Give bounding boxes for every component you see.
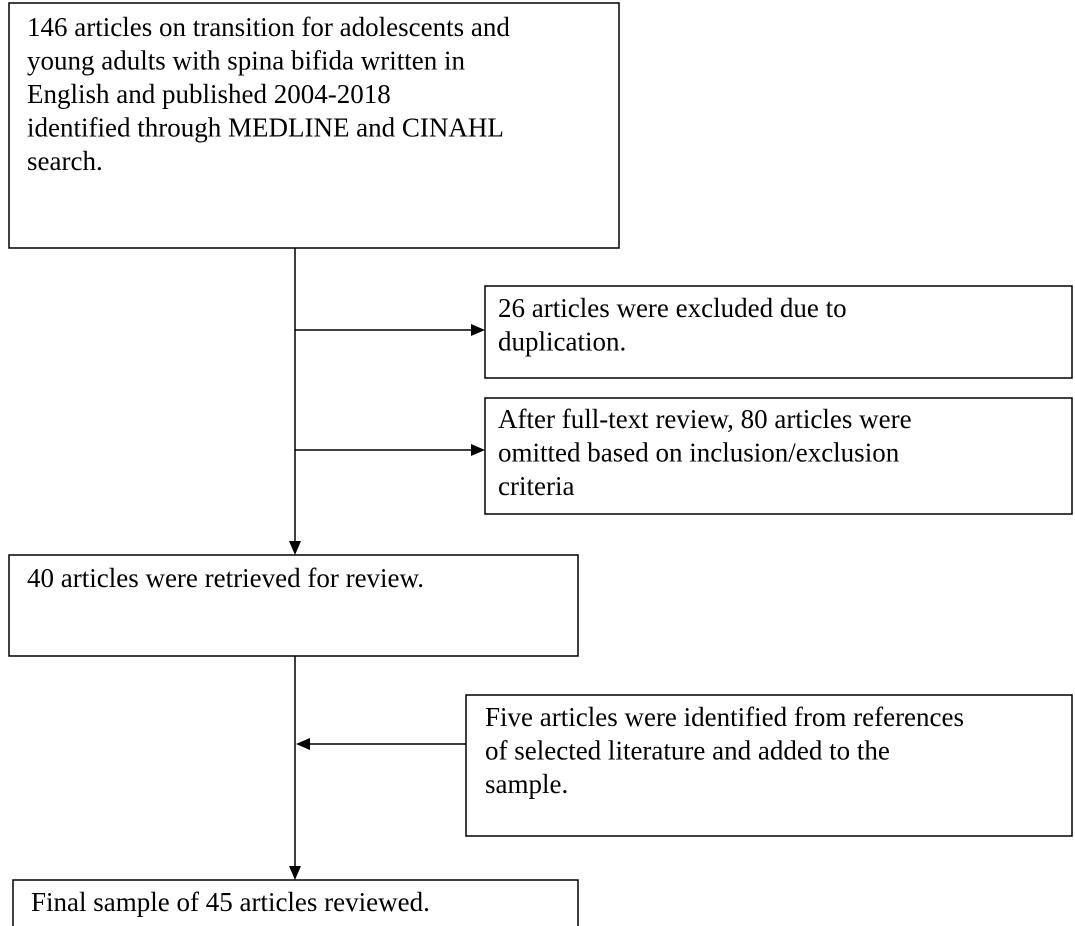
box-text: English and published 2004-2018 [27,79,391,109]
box-text: 40 articles were retrieved for review. [27,563,424,593]
box-text: 146 articles on transition for adolescen… [27,12,510,42]
box [8,554,579,657]
arrow-head [471,444,485,456]
box-text: identified through MEDLINE and CINAHL [27,113,504,143]
box [12,879,579,926]
box [484,285,1073,379]
box [8,2,620,249]
box-text: 26 articles were excluded due to [498,293,847,323]
box [465,694,1073,837]
box-text: duplication. [498,327,626,357]
box-text: young adults with spina bifida written i… [27,46,465,76]
box-text: search. [27,146,103,176]
arrow-head [471,324,485,336]
box-text: omitted based on inclusion/exclusion [498,438,900,468]
box-text: sample. [485,769,568,799]
box-text: After full-text review, 80 articles were [498,404,912,434]
box-text: Five articles were identified from refer… [485,702,964,732]
arrow-head [289,541,301,555]
box [484,397,1073,515]
arrow-head [289,866,301,880]
arrow-head [296,738,310,750]
box-text: criteria [498,471,574,501]
box-text: Final sample of 45 articles reviewed. [31,887,430,917]
box-text: of selected literature and added to the [485,736,890,766]
